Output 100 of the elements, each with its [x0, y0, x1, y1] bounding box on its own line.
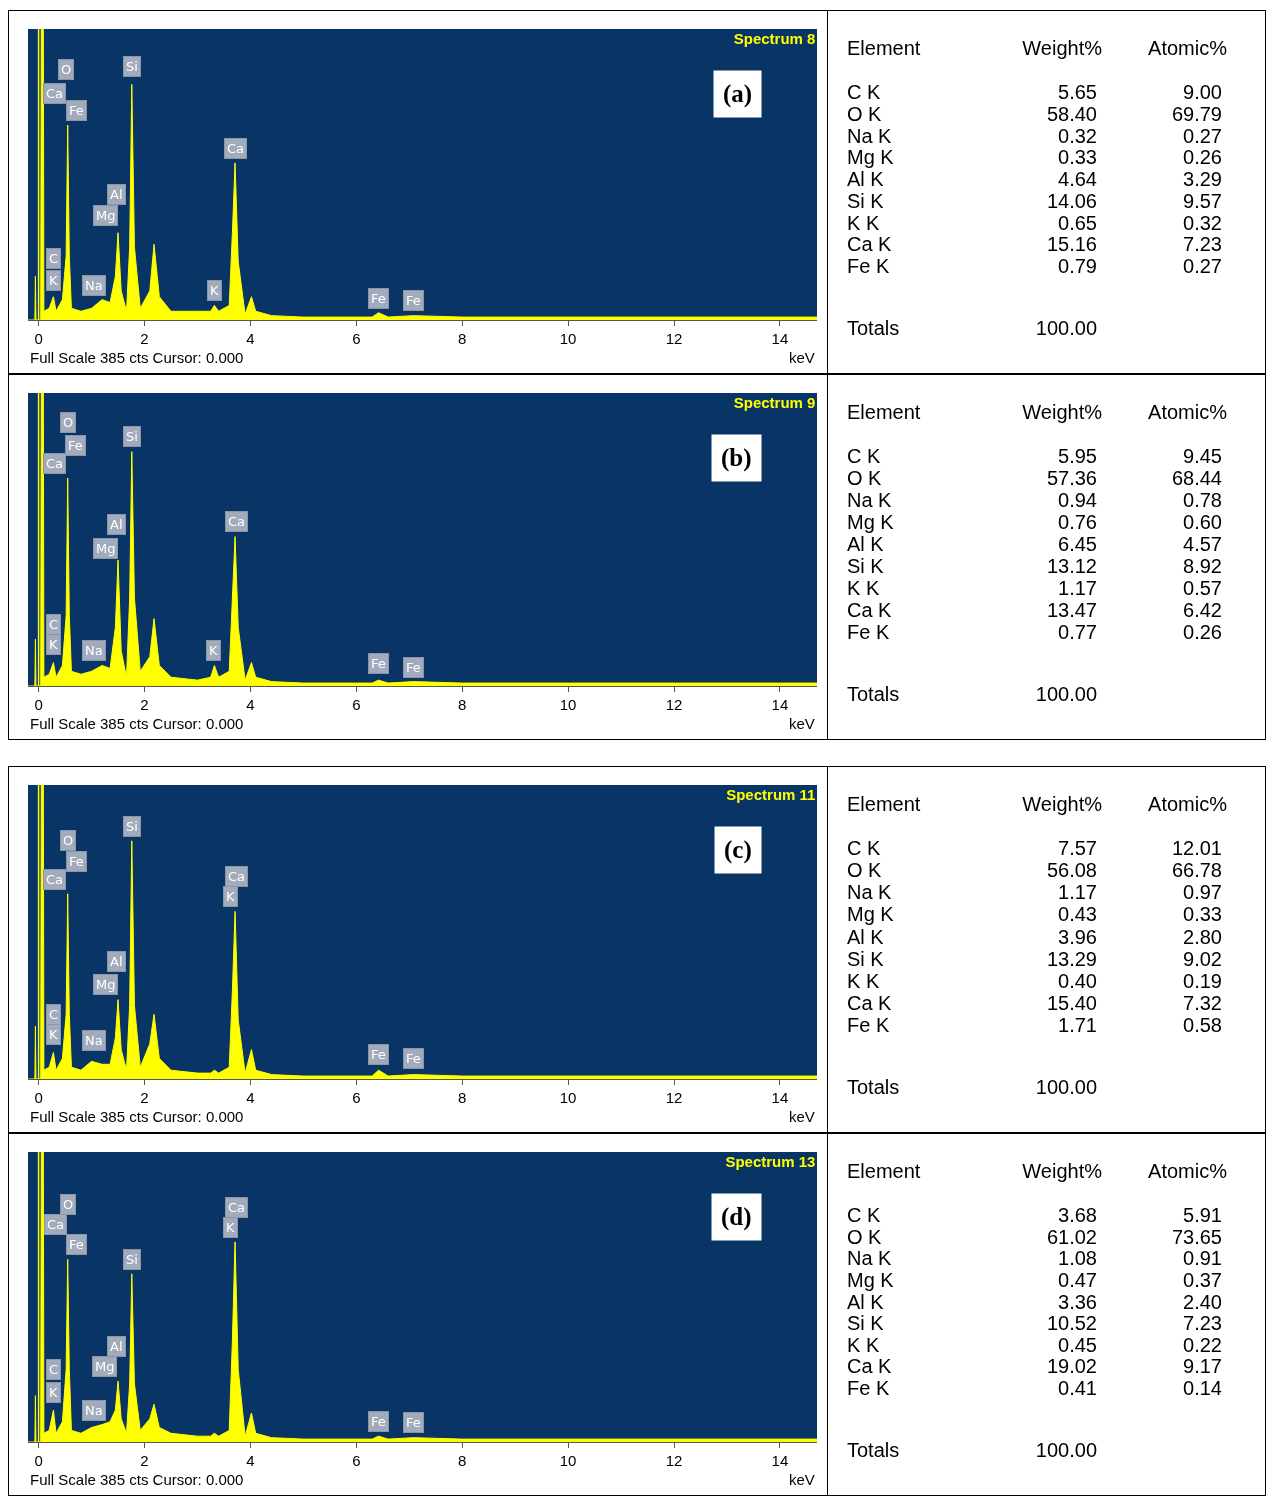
x-tick-label: 10 [559, 330, 577, 347]
annotation: Ca [227, 141, 245, 156]
x-tick-label: 6 [352, 1452, 361, 1469]
annotation: Ca [228, 514, 246, 529]
annotation: Fe [406, 293, 421, 308]
annotation: K [226, 1220, 235, 1235]
category-label: Fe K [847, 255, 890, 278]
data-label: 0.37 [1183, 1268, 1222, 1292]
data-label: 58.40 [1046, 102, 1097, 126]
data-label: 100.00 [1035, 1439, 1097, 1462]
x-tick-label: 8 [458, 330, 467, 347]
data-label: 0.26 [1183, 621, 1222, 644]
annotation: K [49, 273, 58, 288]
text: Element [847, 1160, 921, 1183]
data-label: 68.44 [1171, 467, 1222, 490]
data-label: 0.33 [1183, 903, 1222, 927]
annotation: (b) [721, 444, 752, 472]
data-label: 0.26 [1183, 146, 1222, 170]
category-label: O K [847, 1225, 882, 1249]
data-label: 0.43 [1058, 903, 1097, 927]
data-label: 0.40 [1058, 969, 1097, 993]
annotation: Fe [406, 660, 421, 675]
category-label: Mg K [847, 146, 894, 170]
category-label: Al K [847, 925, 884, 949]
x-axis-title: keV [789, 715, 815, 732]
x-tick-label: 4 [246, 696, 255, 713]
category-label: C K [847, 445, 881, 468]
x-axis-title: keV [789, 349, 815, 366]
text: Weight% [1022, 37, 1102, 60]
x-tick-label: 2 [140, 1452, 149, 1469]
text: Weight% [1022, 793, 1102, 816]
category-label: Na K [847, 1247, 892, 1271]
data-label: 1.08 [1058, 1247, 1097, 1271]
category-label: Totals [847, 1439, 900, 1462]
data-label: 7.23 [1183, 1312, 1222, 1336]
category-label: Si K [847, 555, 884, 578]
category-label: Ca K [847, 1355, 892, 1379]
data-label: 73.65 [1171, 1225, 1222, 1249]
text: Weight% [1022, 1160, 1102, 1183]
data-label: 0.27 [1183, 255, 1222, 278]
x-tick-label: 12 [665, 1452, 683, 1469]
data-label: 3.96 [1058, 925, 1097, 949]
data-label: 0.47 [1058, 1268, 1097, 1292]
data-label: 0.19 [1183, 969, 1222, 993]
data-label: 2.40 [1183, 1290, 1222, 1314]
data-label: 100.00 [1035, 1076, 1097, 1099]
data-label: 0.78 [1183, 489, 1222, 512]
category-label: Na K [847, 489, 892, 512]
category-label: Al K [847, 168, 884, 191]
data-label: 69.79 [1171, 102, 1222, 126]
text: Atomic% [1148, 37, 1227, 60]
category-label: K K [847, 1333, 880, 1357]
annotation: (c) [724, 836, 752, 864]
annotation: Mg [96, 977, 116, 992]
data-label: 0.33 [1058, 146, 1097, 170]
data-label: 9.02 [1183, 947, 1222, 971]
data-label: 5.65 [1058, 81, 1097, 104]
text: Element [847, 37, 921, 60]
data-label: 7.23 [1183, 233, 1222, 257]
x-tick-label: 8 [458, 1089, 467, 1106]
data-label: 0.58 [1183, 1014, 1222, 1037]
data-label: 56.08 [1046, 859, 1097, 883]
x-tick-label: 0 [34, 1452, 43, 1469]
annotation: Na [85, 278, 103, 293]
x-tick-label: 10 [559, 1089, 577, 1106]
annotation: K [49, 637, 58, 652]
data-label: 61.02 [1046, 1225, 1097, 1249]
data-label: 9.00 [1183, 81, 1222, 104]
category-label: K K [847, 211, 880, 235]
category-label: Al K [847, 533, 884, 556]
annotation: O [63, 833, 74, 848]
data-label: 0.32 [1183, 211, 1222, 235]
x-tick-label: 6 [352, 696, 361, 713]
category-label: O K [847, 467, 882, 490]
data-label: 13.47 [1046, 599, 1097, 622]
data-label: 7.57 [1058, 837, 1097, 860]
category-label: Ca K [847, 233, 892, 257]
data-label: 1.71 [1058, 1014, 1097, 1037]
data-label: 9.45 [1183, 445, 1222, 468]
data-label: 6.42 [1183, 599, 1222, 622]
x-tick-label: 14 [771, 1089, 789, 1106]
data-label: 14.06 [1046, 189, 1097, 213]
category-label: Totals [847, 317, 900, 340]
data-label: 0.91 [1183, 1247, 1222, 1271]
x-tick-label: 12 [665, 1089, 683, 1106]
text: Element [847, 401, 921, 424]
category-label: Totals [847, 683, 900, 706]
x-axis-title: keV [789, 1108, 815, 1125]
annotation: Na [85, 1403, 103, 1418]
data-label: 0.94 [1058, 489, 1097, 512]
data-label: 0.22 [1183, 1333, 1222, 1357]
data-label: 0.79 [1058, 255, 1097, 278]
annotation: K [210, 283, 219, 298]
annotation: Al [110, 1339, 123, 1354]
annotation: Fe [371, 1047, 386, 1062]
annotation: Fe [371, 656, 386, 671]
annotation: Si [126, 1252, 138, 1267]
annotation: Si [126, 429, 138, 444]
annotation: Fe [69, 103, 84, 118]
annotation: Si [126, 819, 138, 834]
